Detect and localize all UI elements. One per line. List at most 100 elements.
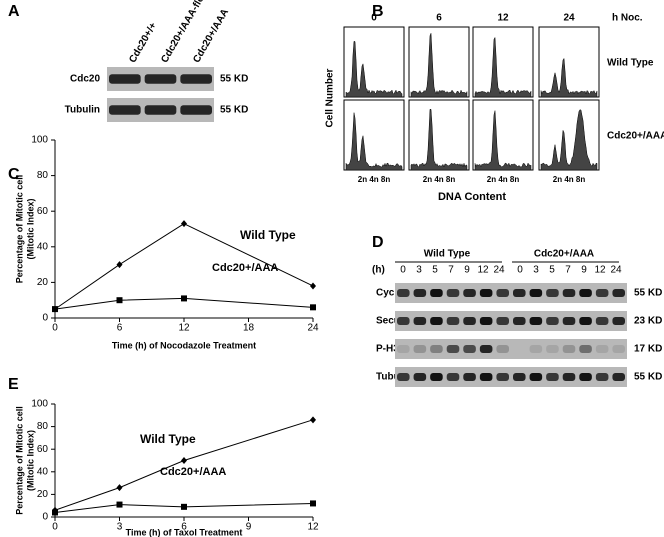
band	[612, 345, 625, 353]
time-label: 5	[432, 265, 438, 276]
band	[463, 345, 476, 353]
x-axis-label: Time (h) of Nocodazole Treatment	[112, 340, 256, 350]
band	[563, 373, 576, 381]
band	[109, 105, 141, 115]
x-tick-label: 9	[246, 522, 252, 533]
row-label: Tubulin	[65, 105, 100, 116]
band	[596, 317, 609, 325]
band	[463, 317, 476, 325]
band	[480, 289, 493, 297]
y-tick-label: 0	[42, 512, 48, 523]
tick-label: 2n 4n 8n	[423, 175, 456, 184]
y-tick-label: 80	[37, 421, 49, 432]
band	[546, 317, 559, 325]
x-tick-label: 0	[52, 522, 58, 533]
band	[447, 289, 460, 297]
x-tick-label: 3	[117, 522, 123, 533]
panel-label: A	[8, 3, 20, 20]
time-unit: (h)	[372, 265, 385, 276]
band	[397, 289, 410, 297]
y-axis-label: Percentage of Mitotic cell	[14, 175, 24, 284]
band	[596, 289, 609, 297]
axis-label: Cell Number	[325, 68, 336, 127]
band	[430, 289, 443, 297]
time-label: 0	[517, 265, 523, 276]
column-label: 12	[497, 13, 509, 24]
series-label: Cdc20+/AAA	[212, 262, 278, 274]
blot	[395, 283, 627, 303]
band	[145, 105, 177, 115]
histogram-frame	[473, 100, 533, 170]
marker	[52, 509, 58, 515]
band	[145, 74, 177, 84]
panel-label: D	[372, 234, 384, 251]
time-label: 9	[464, 265, 470, 276]
column-label: 6	[436, 13, 442, 24]
histogram-frame	[473, 27, 533, 97]
size-label: 55 KD	[220, 74, 248, 85]
y-tick-label: 40	[37, 466, 49, 477]
marker	[310, 500, 316, 506]
band	[563, 317, 576, 325]
y-tick-label: 100	[31, 399, 48, 410]
time-label: 12	[594, 265, 606, 276]
band	[480, 373, 493, 381]
band	[180, 105, 212, 115]
group-label: Wild Type	[424, 249, 471, 260]
band	[513, 289, 526, 297]
band	[530, 289, 543, 297]
row-label: Wild Type	[607, 58, 654, 69]
band	[463, 373, 476, 381]
band	[596, 373, 609, 381]
row-label: Cdc20+/AAA	[607, 131, 664, 142]
band	[513, 317, 526, 325]
unit-label: h Noc.	[612, 13, 643, 24]
band	[579, 289, 592, 297]
marker	[310, 304, 316, 310]
marker	[117, 502, 123, 508]
band	[530, 373, 543, 381]
y-tick-label: 100	[31, 135, 48, 146]
marker	[181, 504, 187, 510]
marker	[117, 484, 123, 491]
band	[563, 345, 576, 353]
size-label: 55 KD	[634, 288, 662, 299]
histogram-frame	[539, 27, 599, 97]
time-label: 3	[533, 265, 539, 276]
series-label: Wild Type	[240, 228, 296, 242]
band	[430, 317, 443, 325]
column-label: Cdc20+/+	[127, 21, 159, 65]
axis-label: DNA Content	[438, 191, 506, 203]
band	[397, 317, 410, 325]
time-label: 7	[448, 265, 454, 276]
band	[414, 345, 427, 353]
blot	[395, 367, 627, 387]
band	[447, 317, 460, 325]
blot	[395, 311, 627, 331]
band	[612, 317, 625, 325]
marker	[117, 297, 123, 303]
band	[530, 345, 543, 353]
marker	[117, 261, 123, 268]
y-axis-label: Percentage of Mitotic cell	[14, 406, 24, 515]
column-label: 24	[563, 13, 575, 24]
band	[414, 317, 427, 325]
band	[496, 373, 509, 381]
marker	[52, 306, 58, 312]
band	[463, 289, 476, 297]
group-label: Cdc20+/AAA	[534, 249, 594, 260]
band	[430, 373, 443, 381]
band	[430, 345, 443, 353]
time-label: 7	[565, 265, 571, 276]
marker	[310, 416, 316, 423]
band	[563, 289, 576, 297]
band	[530, 317, 543, 325]
marker	[181, 457, 187, 464]
panel-label: E	[8, 376, 19, 393]
time-label: 5	[549, 265, 555, 276]
time-label: 9	[581, 265, 587, 276]
x-tick-label: 12	[178, 323, 190, 334]
y-tick-label: 20	[37, 489, 49, 500]
band	[513, 373, 526, 381]
band	[496, 317, 509, 325]
